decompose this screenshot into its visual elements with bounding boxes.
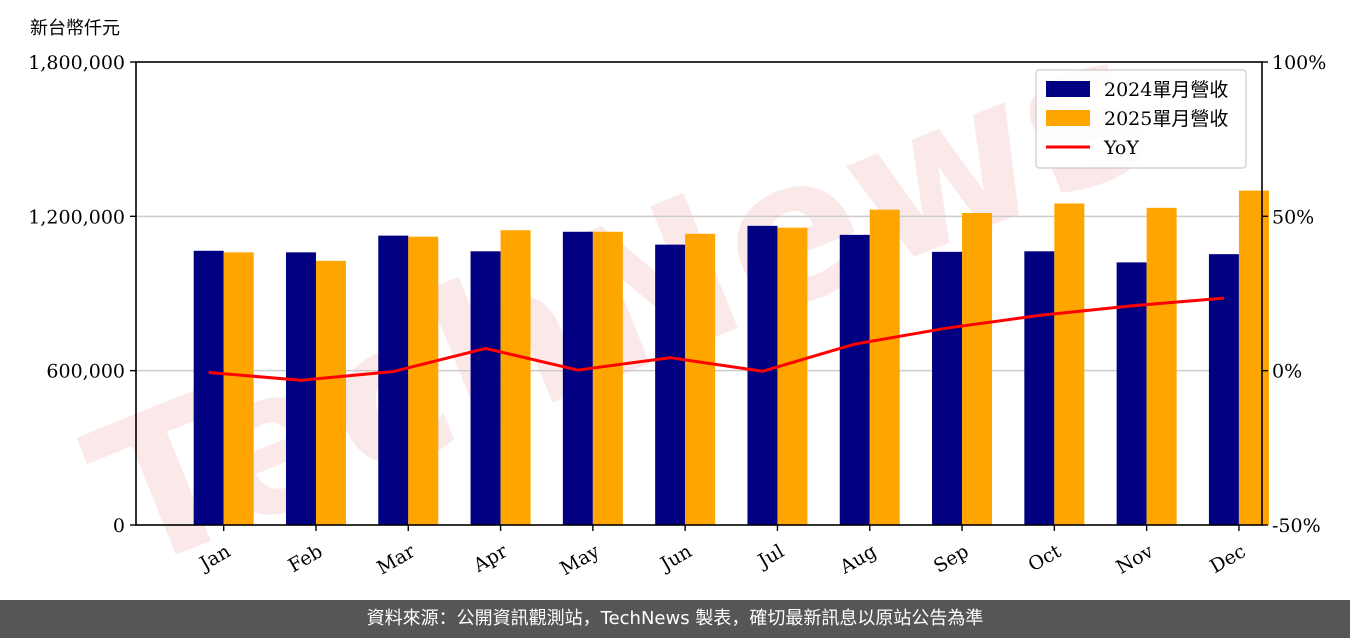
source-footer: 資料來源：公開資訊觀測站，TechNews 製表，確切最新訊息以原站公告為準	[0, 600, 1350, 638]
bar-2025-oct	[1054, 203, 1085, 525]
legend: 2024單月營收 2025單月營收 YoY	[1035, 69, 1247, 169]
bar-2025-apr	[500, 230, 531, 525]
y-tick-label: 1,200,000	[28, 206, 125, 228]
x-tick-label-sep: Sep	[930, 540, 973, 577]
x-tick-label-jun: Jun	[655, 540, 696, 576]
chart: TechNews 0600,0001,200,0001,800,000-50%0…	[28, 0, 1326, 600]
bar-2025-aug	[869, 209, 900, 525]
bar-2025-sep	[962, 212, 993, 525]
bar-2024-jan	[193, 250, 224, 525]
bar-2024-feb	[285, 252, 316, 525]
y-axis-unit-label: 新台幣仟元	[30, 18, 120, 39]
x-tick-label-nov: Nov	[1113, 540, 1158, 579]
bar-2025-jan	[223, 252, 254, 525]
x-tick-label-jul: Jul	[753, 540, 788, 573]
bar-2024-sep	[932, 251, 963, 525]
legend-swatch	[1046, 81, 1090, 97]
bar-2024-apr	[470, 251, 501, 525]
legend-label: 2025單月營收	[1104, 108, 1228, 130]
y-tick-label: 0	[113, 515, 125, 537]
bar-2024-dec	[1208, 254, 1239, 525]
bar-2025-nov	[1146, 207, 1177, 525]
y2-tick-label: -50%	[1272, 515, 1321, 537]
yoy-line-group	[208, 296, 1225, 382]
bar-2024-oct	[1024, 251, 1055, 525]
x-tick-label-dec: Dec	[1206, 540, 1249, 578]
y2-tick-label: 50%	[1272, 206, 1314, 228]
x-tick-label-mar: Mar	[373, 540, 419, 579]
bar-2024-mar	[378, 235, 409, 525]
legend-label: 2024單月營收	[1104, 79, 1228, 101]
bar-2025-may	[592, 231, 623, 525]
bar-2025-feb	[315, 260, 346, 525]
x-tick-label-aug: Aug	[835, 540, 880, 579]
bar-2024-nov	[1116, 262, 1147, 525]
yoy-line	[208, 296, 1225, 382]
bar-2024-jul	[747, 225, 778, 525]
y-tick-label: 600,000	[46, 361, 125, 383]
bar-2024-may	[562, 231, 593, 525]
y2-tick-label: 100%	[1272, 52, 1326, 74]
x-tick-label-may: May	[556, 540, 603, 580]
legend-label: YoY	[1103, 137, 1139, 159]
bar-2025-jul	[777, 227, 808, 525]
legend-swatch	[1046, 110, 1090, 126]
bar-2025-mar	[408, 236, 439, 526]
x-tick-label-oct: Oct	[1025, 540, 1066, 576]
bar-2025-jun	[685, 233, 716, 525]
y2-tick-label: 0%	[1272, 361, 1302, 383]
bar-2024-aug	[839, 234, 870, 525]
bar-2025-dec	[1238, 190, 1269, 525]
plot-frame	[135, 61, 1263, 526]
y-tick-label: 1,800,000	[28, 52, 125, 74]
x-tick-label-apr: Apr	[469, 540, 512, 577]
bar-2024-jun	[655, 244, 686, 525]
